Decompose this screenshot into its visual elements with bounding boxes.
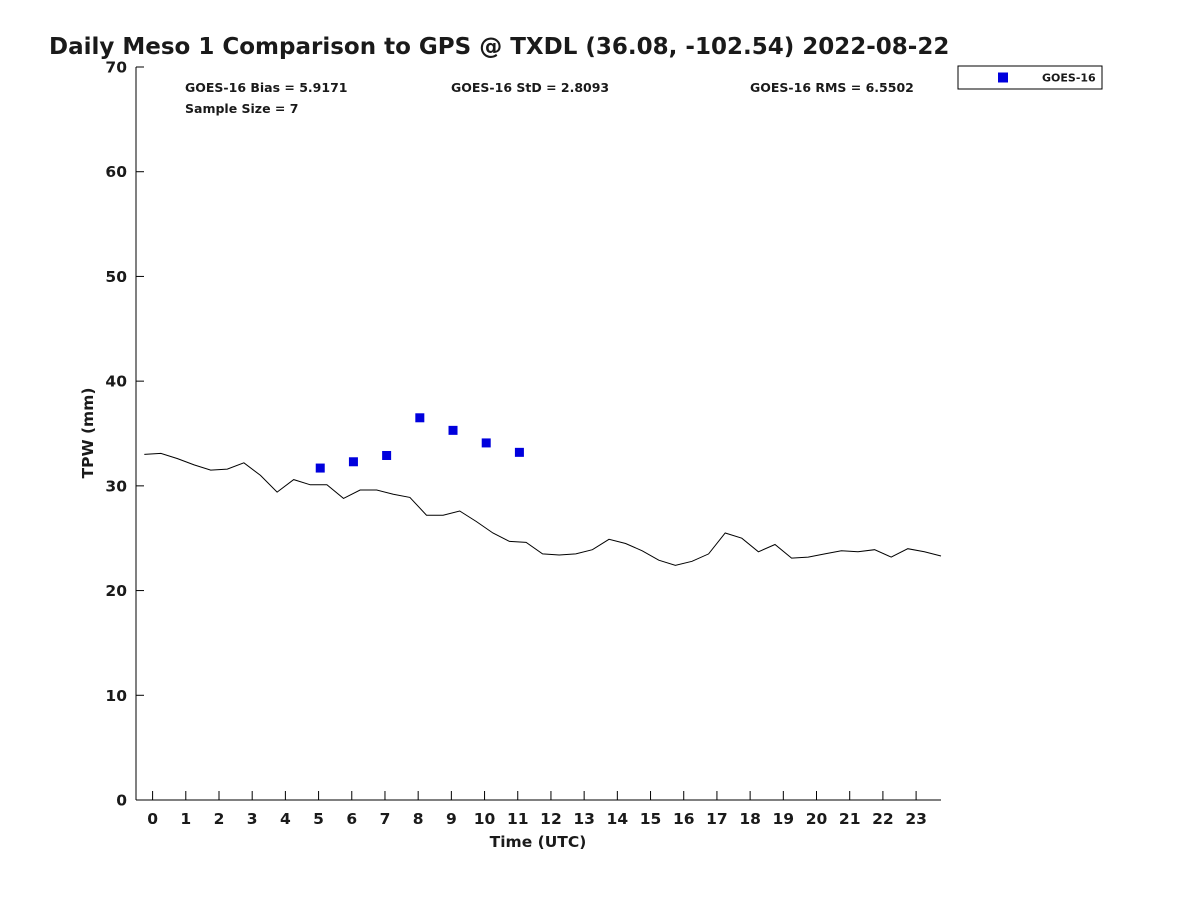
goes16-point <box>514 447 524 457</box>
gps-tpw-line <box>144 452 942 566</box>
x-tick-label: 16 <box>673 810 695 828</box>
y-tick-label: 30 <box>105 477 127 495</box>
stat-bias: GOES-16 Bias = 5.9171 <box>185 80 347 95</box>
y-tick-label: 0 <box>116 792 127 810</box>
x-tick-label: 17 <box>706 810 728 828</box>
x-tick-label: 15 <box>640 810 662 828</box>
x-tick-label: 6 <box>346 810 357 828</box>
x-tick-label: 4 <box>280 810 291 828</box>
legend-label-goes16: GOES-16 <box>1042 72 1096 85</box>
goes16-point <box>315 463 325 473</box>
y-tick-label: 60 <box>105 163 127 181</box>
legend: GOES-16 <box>957 65 1103 90</box>
x-tick-label: 10 <box>474 810 496 828</box>
chart-title: Daily Meso 1 Comparison to GPS @ TXDL (3… <box>49 34 949 60</box>
x-ticks: 0 1 2 3 4 5 6 7 8 9 10 11 12 13 14 15 16 17 18 19 20 21 22 23 <box>147 791 927 828</box>
y-ticks: 0 10 20 30 40 50 60 70 <box>105 59 144 810</box>
goes16-point <box>481 438 491 448</box>
x-tick-label: 9 <box>446 810 457 828</box>
y-tick-label: 20 <box>105 582 127 600</box>
x-tick-label: 22 <box>872 810 894 828</box>
y-tick-label: 40 <box>105 373 127 391</box>
y-tick-label: 50 <box>105 268 127 286</box>
legend-box <box>957 65 1103 90</box>
stat-rms: GOES-16 RMS = 6.5502 <box>750 80 914 95</box>
x-tick-label: 0 <box>147 810 158 828</box>
goes16-point <box>348 457 358 467</box>
x-tick-label: 8 <box>413 810 424 828</box>
y-tick-label: 70 <box>105 59 127 77</box>
goes16-point <box>382 450 392 460</box>
plot-frame <box>135 67 941 801</box>
x-tick-label: 13 <box>573 810 595 828</box>
x-tick-label: 2 <box>214 810 225 828</box>
goes16-point <box>415 413 425 423</box>
x-tick-label: 14 <box>607 810 629 828</box>
x-tick-label: 23 <box>905 810 927 828</box>
x-tick-label: 1 <box>180 810 191 828</box>
y-tick-label: 10 <box>105 687 127 705</box>
goes16-point <box>448 425 458 435</box>
x-tick-label: 7 <box>380 810 391 828</box>
series-layer <box>144 413 942 566</box>
x-tick-label: 20 <box>806 810 828 828</box>
x-tick-label: 3 <box>247 810 258 828</box>
x-tick-label: 12 <box>540 810 562 828</box>
stat-std: GOES-16 StD = 2.8093 <box>451 80 609 95</box>
x-tick-label: 11 <box>507 810 529 828</box>
stat-sample-size: Sample Size = 7 <box>185 101 298 116</box>
x-tick-label: 19 <box>773 810 795 828</box>
x-tick-label: 18 <box>739 810 761 828</box>
x-tick-label: 5 <box>313 810 324 828</box>
legend-marker-goes16 <box>998 72 1008 83</box>
x-axis-label: Time (UTC) <box>490 833 587 851</box>
x-tick-label: 21 <box>839 810 861 828</box>
y-axis-label: TPW (mm) <box>79 388 97 479</box>
